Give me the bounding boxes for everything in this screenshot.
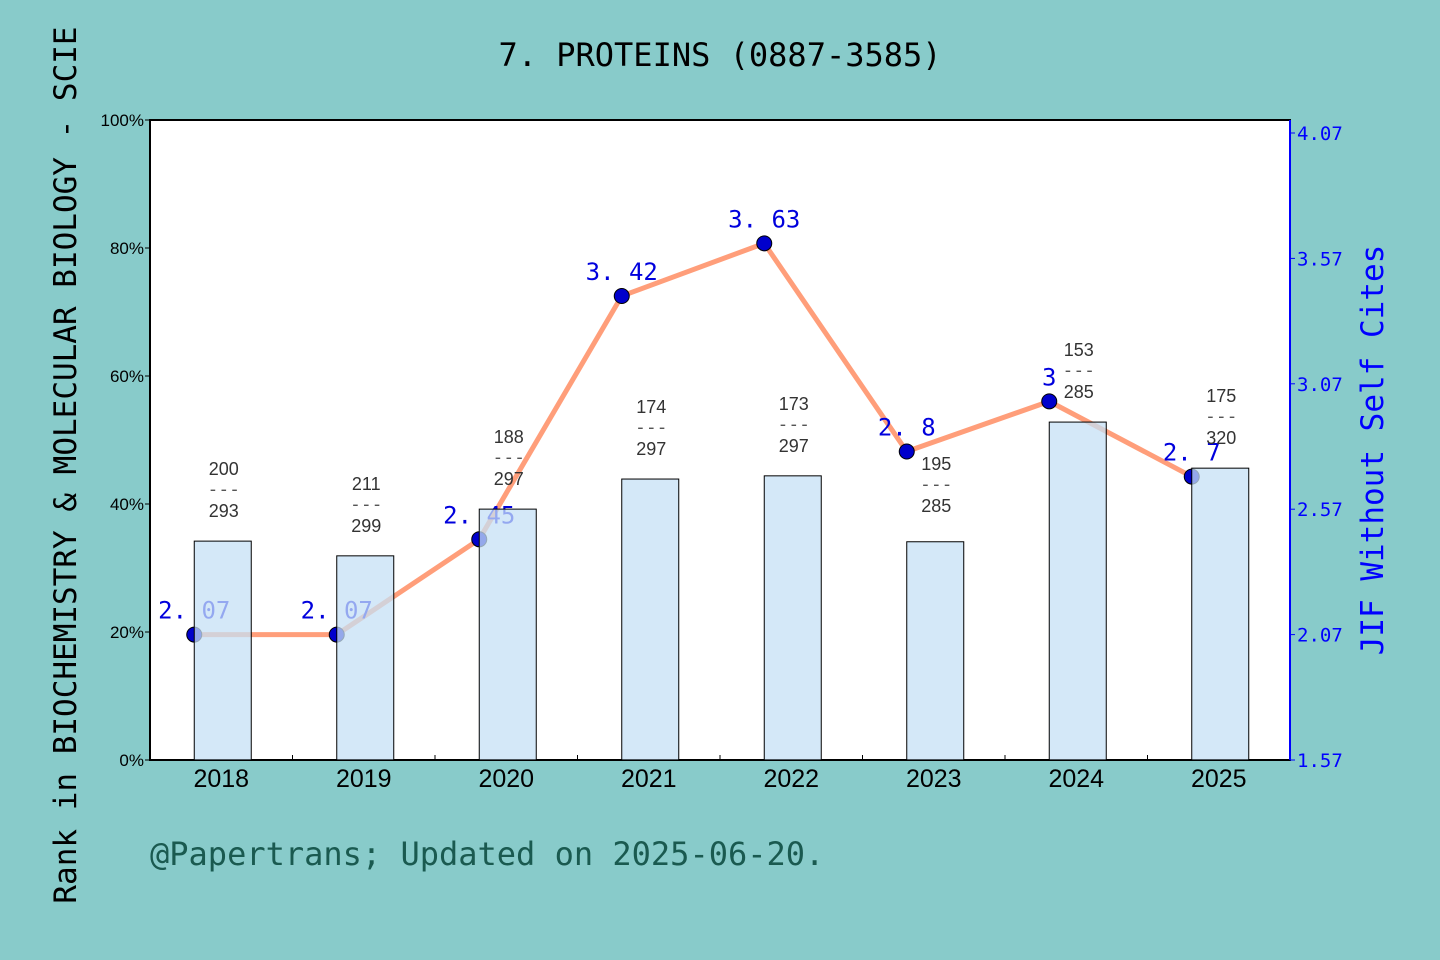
y2-tick-label: 1.57 <box>1297 750 1343 772</box>
total-label: 285 <box>1064 382 1094 402</box>
rank-label: 175 <box>1206 386 1236 406</box>
jif-value-label: 2. 7 <box>1163 439 1221 467</box>
x-tick-label: 2020 <box>478 765 534 793</box>
x-tick-label: 2024 <box>1048 765 1104 793</box>
rank-divider: --- <box>1205 406 1238 427</box>
y2-tick-label: 2.07 <box>1297 625 1343 647</box>
rank-bar <box>1191 467 1250 761</box>
x-tick-label: 2025 <box>1191 765 1247 793</box>
rank-divider: --- <box>350 494 383 515</box>
jif-value-label: 3. 63 <box>728 205 800 233</box>
jif-point <box>1041 393 1058 410</box>
x-tick-label: 2019 <box>336 765 392 793</box>
total-label: 293 <box>209 501 239 521</box>
rank-label: 173 <box>779 394 809 414</box>
x-tick-label: 2018 <box>193 765 249 793</box>
total-label: 299 <box>351 516 381 536</box>
y-tick-label: 60% <box>110 367 144 386</box>
total-label: 285 <box>921 496 951 516</box>
rank-label: 153 <box>1064 340 1094 360</box>
y-tick-label: 100% <box>101 111 144 130</box>
jif-point <box>613 288 630 305</box>
y2-tick-label: 4.07 <box>1297 123 1343 145</box>
rank-label: 195 <box>921 454 951 474</box>
y-tick-label: 80% <box>110 239 144 258</box>
jif-point <box>898 443 915 460</box>
rank-label: 174 <box>636 397 666 417</box>
total-label: 297 <box>779 436 809 456</box>
rank-bar <box>478 508 537 761</box>
jif-value-label: 2. 8 <box>878 414 936 442</box>
rank-bar <box>621 478 680 761</box>
rank-bar <box>763 475 822 761</box>
x-tick-label: 2022 <box>763 765 819 793</box>
rank-divider: --- <box>1062 360 1095 381</box>
x-tick-label: 2023 <box>906 765 962 793</box>
rank-bar <box>193 540 252 761</box>
y-tick-label: 0% <box>119 751 144 770</box>
rank-label: 200 <box>209 459 239 479</box>
rank-divider: --- <box>207 479 240 500</box>
rank-divider: --- <box>920 474 953 495</box>
y2-tick-label: 2.57 <box>1297 499 1343 521</box>
total-label: 320 <box>1206 428 1236 448</box>
rank-divider: --- <box>635 417 668 438</box>
y-tick-label: 40% <box>110 495 144 514</box>
rank-bar <box>336 555 395 761</box>
total-label: 297 <box>636 439 666 459</box>
rank-bar <box>1048 421 1107 761</box>
y-tick-label: 20% <box>110 623 144 642</box>
jif-value-label: 3 <box>1042 363 1056 391</box>
footer-note: @Papertrans; Updated on 2025-06-20. <box>150 835 825 873</box>
rank-label: 211 <box>352 474 381 494</box>
chart-title: 7. PROTEINS (0887-3585) <box>498 36 942 74</box>
y2-tick-label: 3.57 <box>1297 248 1343 270</box>
rank-bar <box>906 541 965 761</box>
total-label: 297 <box>494 469 524 489</box>
jif-point <box>756 235 773 252</box>
rank-divider: --- <box>492 447 525 468</box>
x-tick-label: 2021 <box>621 765 677 793</box>
rank-label: 188 <box>494 427 524 447</box>
jif-value-label: 3. 42 <box>586 258 658 286</box>
rank-divider: --- <box>777 414 810 435</box>
y2-tick-label: 3.07 <box>1297 374 1343 396</box>
